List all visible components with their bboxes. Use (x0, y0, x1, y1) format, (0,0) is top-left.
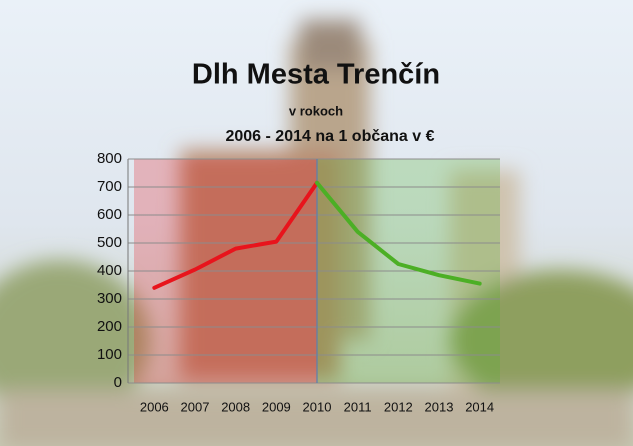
y-tick-label: 0 (114, 374, 122, 391)
y-tick-label: 400 (97, 262, 122, 279)
y-tick-label: 500 (97, 234, 122, 251)
x-tick-label: 2007 (181, 399, 210, 414)
y-tick-label: 700 (97, 178, 122, 195)
x-tick-label: 2009 (262, 399, 291, 414)
line-series (152, 180, 319, 290)
y-tick-label: 100 (97, 346, 122, 363)
x-tick-label: 2014 (465, 399, 494, 414)
x-tick-label: 2008 (221, 399, 250, 414)
line-series (315, 180, 482, 286)
chart-subtitle: 2006 - 2014 na 1 občana v € (225, 128, 434, 145)
x-tick-label: 2006 (140, 399, 169, 414)
y-tick-label: 200 (97, 318, 122, 335)
x-tick-label: 2013 (425, 399, 454, 414)
y-tick-label: 800 (97, 150, 122, 167)
x-tick-label: 2011 (344, 399, 372, 414)
y-tick-label: 300 (97, 290, 122, 307)
x-tick-label: 2012 (384, 399, 413, 414)
x-tick-label: 2010 (303, 399, 332, 414)
y-tick-label: 600 (97, 206, 122, 223)
chart-title: Dlh Mesta Trenčín (192, 59, 440, 91)
chart-subtitle: v rokoch (289, 103, 343, 118)
